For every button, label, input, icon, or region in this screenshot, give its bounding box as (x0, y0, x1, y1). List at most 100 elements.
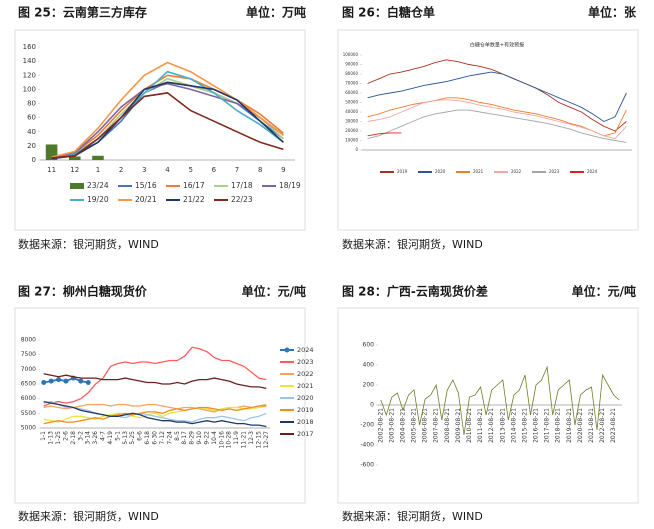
legend-label: 2024 (587, 169, 598, 174)
chart-frame (337, 307, 639, 504)
x-tick-label: 10-4 (211, 431, 218, 445)
legend-swatch (70, 183, 84, 189)
x-tick-label: 11 (47, 166, 56, 174)
y-tick-label: 140 (23, 57, 36, 65)
y-tick-label: 600 (363, 342, 375, 349)
x-tick-label: 6 (212, 166, 217, 174)
x-tick-label: 2014-08-21 (510, 408, 517, 443)
legend-label: 19/20 (87, 195, 109, 204)
x-tick-label: 5-25 (129, 431, 136, 445)
y-tick-label: 8000 (21, 337, 36, 344)
legend-label: 2023 (297, 358, 314, 366)
panel-unit: 单位：元/吨 (572, 284, 636, 299)
point (85, 380, 91, 386)
x-tick-label: 6-6 (137, 431, 144, 441)
x-tick-label: 1-13 (48, 431, 55, 445)
panel-source: 数据来源：银河期货，WIND (18, 237, 159, 251)
y-tick-label: 60 (27, 114, 36, 122)
x-tick-label: 2004-08-21 (399, 408, 406, 443)
y-tick-label: 100000 (343, 52, 359, 57)
y-tick-label: 400 (363, 362, 375, 369)
y-tick-label: 50000 (345, 100, 358, 105)
y-tick-label: -200 (360, 422, 374, 429)
chart-frame (337, 29, 639, 231)
series-line (43, 405, 267, 423)
x-tick-label: 2012-08-21 (488, 408, 495, 443)
x-tick-label: 11-21 (241, 431, 248, 449)
x-tick-label: 2-18 (70, 431, 77, 445)
y-tick-label: 40000 (345, 109, 358, 114)
x-tick-label: 8 (258, 166, 262, 174)
chart-frame (14, 307, 306, 504)
y-tick-label: 0 (355, 147, 358, 152)
x-tick-label: 4-7 (100, 431, 107, 441)
point (78, 378, 84, 384)
panel-unit: 单位：张 (588, 5, 637, 20)
x-tick-label: 12-27 (263, 431, 270, 449)
legend-label: 18/19 (279, 181, 301, 190)
series-line (43, 405, 267, 425)
legend-label: 2019 (297, 406, 314, 414)
x-tick-label: 5-1 (114, 431, 121, 441)
legend-label: 2019 (397, 169, 408, 174)
legend-label: 22/23 (231, 195, 253, 204)
point (41, 380, 47, 386)
panel-title: 图 26：白糖仓单 (342, 5, 435, 20)
series-line (380, 365, 620, 436)
legend-label: 2022 (297, 370, 314, 378)
x-tick-label: 2016-08-21 (533, 408, 540, 443)
x-tick-label: 12-15 (255, 431, 262, 449)
panel-source: 数据来源：银河期货，WIND (18, 509, 159, 523)
y-tick-label: 30000 (345, 119, 358, 124)
x-tick-label: 6-30 (152, 431, 159, 445)
y-tick-label: 5500 (21, 410, 36, 417)
x-tick-label: 1-25 (55, 431, 62, 445)
x-tick-label: 9 (281, 166, 285, 174)
y-tick-label: 60000 (345, 90, 358, 95)
x-tick-label: 1 (96, 166, 100, 174)
y-tick-label: 6500 (21, 381, 36, 388)
y-tick-label: 200 (363, 382, 375, 389)
x-tick-label: 2010-08-21 (466, 408, 473, 443)
legend-label: 2024 (297, 346, 314, 354)
x-tick-label: 7 (235, 166, 239, 174)
bar (68, 156, 81, 160)
x-tick-label: 8-17 (181, 431, 188, 445)
legend-label: 2023 (549, 169, 560, 174)
x-tick-label: 2019-08-21 (566, 408, 573, 443)
bar (45, 144, 58, 160)
x-tick-label: 2007-08-21 (433, 408, 440, 443)
x-tick-label: 6-18 (144, 431, 151, 445)
y-tick-label: 100 (23, 85, 36, 93)
legend-label: 23/24 (87, 181, 109, 190)
y-tick-label: 120 (23, 71, 36, 79)
x-tick-label: 2006-08-21 (422, 408, 429, 443)
legend-label: 2022 (511, 169, 522, 174)
legend-label: 15/16 (135, 181, 157, 190)
x-tick-label: 2002-08-21 (377, 408, 384, 443)
x-tick-label: 2 (119, 166, 123, 174)
point (56, 377, 62, 383)
x-tick-label: 2009-08-21 (455, 408, 462, 443)
x-tick-label: 8-29 (189, 431, 196, 445)
y-tick-label: 5000 (21, 425, 36, 432)
point (48, 378, 54, 384)
series-line (367, 99, 627, 140)
legend-label: 2021 (473, 169, 484, 174)
x-tick-label: 7-12 (159, 431, 166, 445)
y-tick-label: 20000 (345, 128, 358, 133)
y-tick-label: 80000 (345, 71, 358, 76)
x-tick-label: 3-26 (92, 431, 99, 445)
x-tick-label: 2018-08-21 (555, 408, 562, 443)
x-tick-label: 10-16 (218, 431, 225, 449)
series-line (51, 61, 284, 158)
x-tick-label: 2003-08-21 (388, 408, 395, 443)
x-tick-label: 2011-08-21 (477, 408, 484, 443)
point (63, 378, 69, 384)
x-tick-label: 9-10 (196, 431, 203, 445)
x-tick-label: 2023-08-21 (610, 408, 617, 443)
legend-label: 2020 (435, 169, 446, 174)
y-tick-label: 0 (32, 156, 36, 164)
series-line (43, 346, 267, 407)
